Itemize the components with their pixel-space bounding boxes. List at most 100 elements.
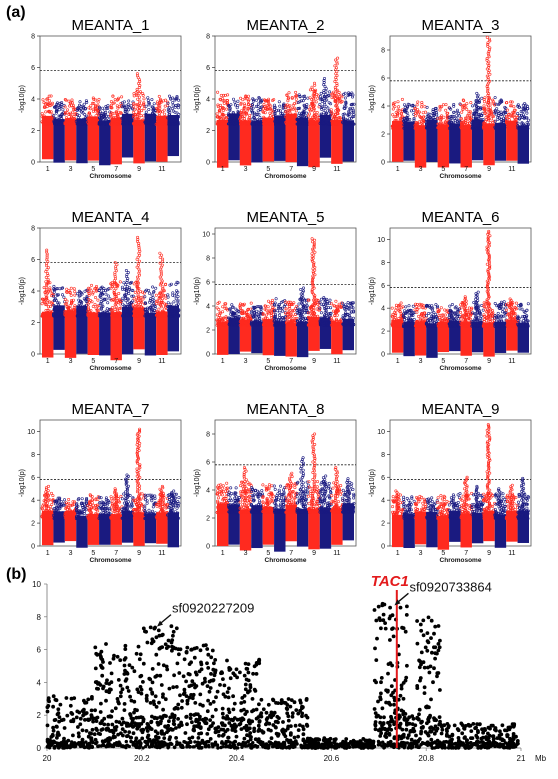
y-tick-label: 4 xyxy=(206,97,210,104)
snp-point xyxy=(54,111,58,115)
snp-peak-point xyxy=(138,80,142,84)
x-tick-label: 3 xyxy=(69,358,73,365)
snp-point xyxy=(116,106,120,110)
snp-point xyxy=(55,106,59,110)
x-tick-label: 7 xyxy=(114,358,118,365)
snp-point xyxy=(157,117,161,121)
y-tick-label: 4 xyxy=(381,306,385,313)
snp-band xyxy=(87,116,100,161)
panel-a-label: (a) xyxy=(6,4,26,21)
snp-point xyxy=(133,108,137,112)
snp-peak-point xyxy=(138,95,142,99)
x-tick-label: 5 xyxy=(266,358,270,365)
snp-point xyxy=(40,112,44,116)
snp-point xyxy=(90,118,94,122)
snp-point xyxy=(67,113,71,117)
snp-point xyxy=(146,121,150,125)
snp-peak-point xyxy=(138,105,142,109)
y-tick-label: 0 xyxy=(206,352,210,359)
y-tick-label: 8 xyxy=(381,260,385,267)
snp-band xyxy=(285,322,297,357)
snp-band xyxy=(64,118,77,161)
snp-point xyxy=(47,110,51,114)
snp-point xyxy=(57,118,61,122)
snp-band xyxy=(251,121,263,163)
snp-point xyxy=(93,117,97,121)
snp-point xyxy=(67,117,71,121)
x-tick-label: 1 xyxy=(221,358,225,365)
snp-point xyxy=(147,117,151,121)
snp-point xyxy=(99,122,103,126)
snp-point xyxy=(69,122,73,126)
snp-point xyxy=(65,111,69,115)
snp-point xyxy=(148,101,152,105)
snp-band xyxy=(110,117,122,165)
snp-point xyxy=(99,119,103,123)
x-tick-label: 7 xyxy=(289,166,293,173)
snp-point xyxy=(78,108,82,112)
snp-point xyxy=(66,108,70,112)
snp-point xyxy=(46,97,50,101)
y-tick-label: 8 xyxy=(206,256,210,263)
x-tick-label: 7 xyxy=(114,166,118,173)
panel-title: MEANTA_4 xyxy=(71,209,149,226)
snp-band xyxy=(144,312,157,356)
snp-band xyxy=(42,115,54,160)
snp-point xyxy=(170,107,174,111)
snp-band xyxy=(156,115,168,162)
y-tick-label: 0 xyxy=(206,160,210,167)
snp-point xyxy=(92,121,96,125)
snp-point xyxy=(147,103,151,107)
y-tick-label: 6 xyxy=(381,76,385,83)
snp-peak-point xyxy=(135,107,139,111)
snp-point xyxy=(137,119,141,123)
x-tick-label: 3 xyxy=(244,358,248,365)
snp-point xyxy=(82,117,86,121)
snp-point xyxy=(118,122,122,126)
snp-point xyxy=(139,122,143,126)
snp-point xyxy=(97,97,101,101)
snp-band xyxy=(308,120,320,168)
y-tick-label: 8 xyxy=(31,34,35,41)
snp-point xyxy=(120,95,124,99)
snp-point xyxy=(109,103,113,107)
snp-point xyxy=(115,114,119,118)
snp-point xyxy=(149,117,153,121)
x-tick-label: 1 xyxy=(221,166,225,173)
snp-point xyxy=(53,105,57,109)
snp-point xyxy=(122,104,126,108)
snp-point xyxy=(158,97,162,101)
y-tick-label: 6 xyxy=(31,257,35,264)
snp-point xyxy=(125,112,129,116)
snp-point xyxy=(162,108,166,112)
snp-point xyxy=(114,118,118,122)
snp-point xyxy=(46,121,50,125)
snp-point xyxy=(88,116,92,120)
x-tick-label: 7 xyxy=(289,358,293,365)
snp-band xyxy=(99,120,111,166)
snp-point xyxy=(110,122,114,126)
snp-point xyxy=(112,101,116,105)
snp-point xyxy=(128,120,132,124)
snp-point xyxy=(84,114,88,118)
x-axis-label: Chromosome xyxy=(440,173,482,180)
x-axis-label: Chromosome xyxy=(265,173,307,180)
x-tick-label: 5 xyxy=(266,166,270,173)
snp-point xyxy=(160,119,164,123)
snp-point xyxy=(159,100,163,104)
snp-point xyxy=(111,119,115,123)
snp-point xyxy=(40,120,44,124)
snp-band xyxy=(167,115,179,157)
snp-point xyxy=(152,108,156,112)
y-tick-label: 6 xyxy=(381,283,385,290)
snp-point xyxy=(121,122,125,126)
snp-point xyxy=(103,108,107,112)
snp-point xyxy=(98,107,102,111)
snp-point xyxy=(92,107,96,111)
x-tick-label: 5 xyxy=(91,166,95,173)
y-axis-label: -log10(p) xyxy=(194,85,201,113)
